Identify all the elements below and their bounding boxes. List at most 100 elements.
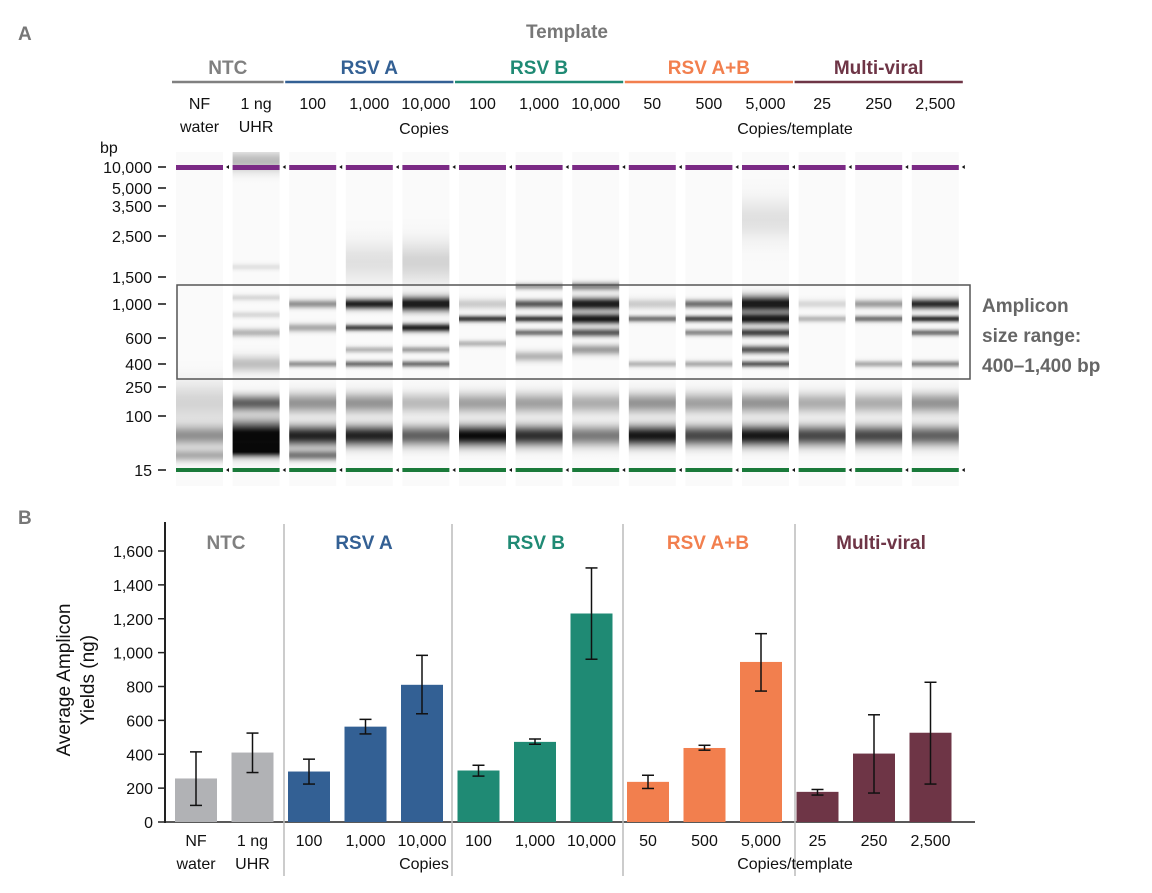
- sample-label: NF: [189, 96, 211, 113]
- y-tick-label: 0: [144, 815, 153, 832]
- y-axis-label-line2: Yields (ng): [78, 635, 99, 725]
- upper-marker-band: [289, 165, 337, 170]
- upper-marker-band: [345, 165, 393, 170]
- sample-label: 1,000: [349, 96, 389, 113]
- bar: [683, 747, 726, 822]
- gel-lane: [515, 152, 563, 486]
- panel-b-label: B: [18, 508, 32, 529]
- lower-marker-band: [572, 468, 620, 472]
- lower-marker-band: [628, 468, 676, 472]
- panel-a-label: A: [18, 24, 32, 45]
- lower-marker-band: [798, 468, 846, 472]
- ladder-tick-label: 400: [125, 357, 152, 374]
- gel-lane: [289, 152, 337, 486]
- band-arrow-marker: [452, 468, 456, 472]
- band-arrow-marker: [282, 165, 286, 169]
- upper-marker-band: [402, 165, 450, 170]
- x-tick-label: 10,000: [567, 833, 616, 850]
- gel-lane: [685, 152, 733, 486]
- sample-label: 25: [813, 96, 831, 113]
- x-tick-label: 10,000: [398, 833, 447, 850]
- sample-label: 10,000: [571, 96, 620, 113]
- sample-label: 1,000: [519, 96, 559, 113]
- band-arrow-marker: [395, 468, 399, 472]
- band-arrow-marker: [395, 165, 399, 169]
- x-tick-label: 50: [639, 833, 657, 850]
- bar-group-title: RSV A: [335, 533, 393, 554]
- group-title-2: RSV B: [510, 58, 568, 79]
- band-arrow-marker: [792, 468, 795, 472]
- ladder-tick-label: 100: [125, 409, 152, 426]
- band-arrow-marker: [282, 468, 286, 472]
- sample-label: 2,500: [915, 96, 955, 113]
- upper-marker-band: [515, 165, 563, 170]
- bar-chart-panel: 0 200 400 600 800 1,000 1,200 1,400 1,600 Average…: [54, 522, 975, 876]
- lower-marker-band: [742, 468, 789, 472]
- copies-label: Copies: [399, 121, 449, 138]
- amplicon-range-box: [176, 284, 971, 380]
- band-arrow-marker: [622, 468, 626, 472]
- group-title-0: NTC: [208, 58, 247, 79]
- gel-lane: [176, 152, 223, 486]
- group-title-4: Multi-viral: [834, 58, 924, 79]
- bar-group-title: Multi-viral: [836, 533, 926, 554]
- x-copies-label: Copies: [399, 856, 449, 873]
- band-arrow-marker: [735, 165, 739, 169]
- upper-marker-band: [742, 165, 789, 170]
- gel-lane: [402, 152, 450, 486]
- bar-group-title: NTC: [206, 533, 245, 554]
- band-arrow-marker: [961, 165, 965, 169]
- upper-marker-band: [459, 165, 506, 170]
- band-arrow-marker: [735, 468, 739, 472]
- bar: [344, 726, 387, 822]
- x-tick-label: UHR: [235, 856, 270, 873]
- lower-marker-band: [289, 468, 337, 472]
- ladder-tick-label: 10,000: [103, 160, 152, 177]
- ladder-tick-label: 3,500: [112, 199, 152, 216]
- gel-lane: [345, 152, 393, 486]
- upper-marker-band: [628, 165, 676, 170]
- band-arrow-marker: [226, 468, 229, 472]
- lower-marker-band: [515, 468, 563, 472]
- upper-marker-band: [176, 165, 223, 170]
- gel-lane: [628, 152, 676, 486]
- band-arrow-marker: [792, 165, 795, 169]
- upper-marker-band: [798, 165, 846, 170]
- copies-template-label: Copies/template: [737, 121, 853, 138]
- x-tick-label: water: [175, 856, 216, 873]
- group-title-1: RSV A: [341, 58, 399, 79]
- band-arrow-marker: [509, 468, 512, 472]
- y-tick-label: 1,200: [113, 612, 153, 629]
- x-tick-label: 100: [465, 833, 492, 850]
- bar: [457, 770, 500, 822]
- sample-label: UHR: [239, 119, 274, 136]
- band-arrow-marker: [452, 165, 456, 169]
- sample-label: 500: [696, 96, 723, 113]
- x-tick-label: 250: [861, 833, 888, 850]
- ladder-tick-label: 1,000: [112, 297, 152, 314]
- gel-y-axis-label: bp: [100, 140, 118, 157]
- y-tick-label: 400: [126, 747, 153, 764]
- gel-lane: [798, 152, 846, 486]
- ladder-tick-label: 5,000: [112, 181, 152, 198]
- band-arrow-marker: [565, 165, 569, 169]
- upper-marker-band: [572, 165, 620, 170]
- upper-marker-band: [232, 165, 280, 170]
- x-tick-label: 2,500: [910, 833, 950, 850]
- y-tick-label: 1,600: [113, 544, 153, 561]
- x-tick-label: 1,000: [345, 833, 385, 850]
- band-arrow-marker: [622, 165, 626, 169]
- sample-label: 10,000: [401, 96, 450, 113]
- band-arrow-marker: [339, 468, 343, 472]
- band-arrow-marker: [848, 165, 852, 169]
- band-arrow-marker: [905, 468, 909, 472]
- bar-group-title: RSV A+B: [667, 533, 749, 554]
- ladder-tick-label: 1,500: [112, 270, 152, 287]
- sample-label: water: [179, 119, 220, 136]
- band-arrow-marker: [848, 468, 852, 472]
- x-tick-label: 100: [296, 833, 323, 850]
- template-title: Template: [526, 22, 608, 43]
- x-tick-label: 500: [691, 833, 718, 850]
- lower-marker-band: [345, 468, 393, 472]
- lower-marker-band: [855, 468, 903, 472]
